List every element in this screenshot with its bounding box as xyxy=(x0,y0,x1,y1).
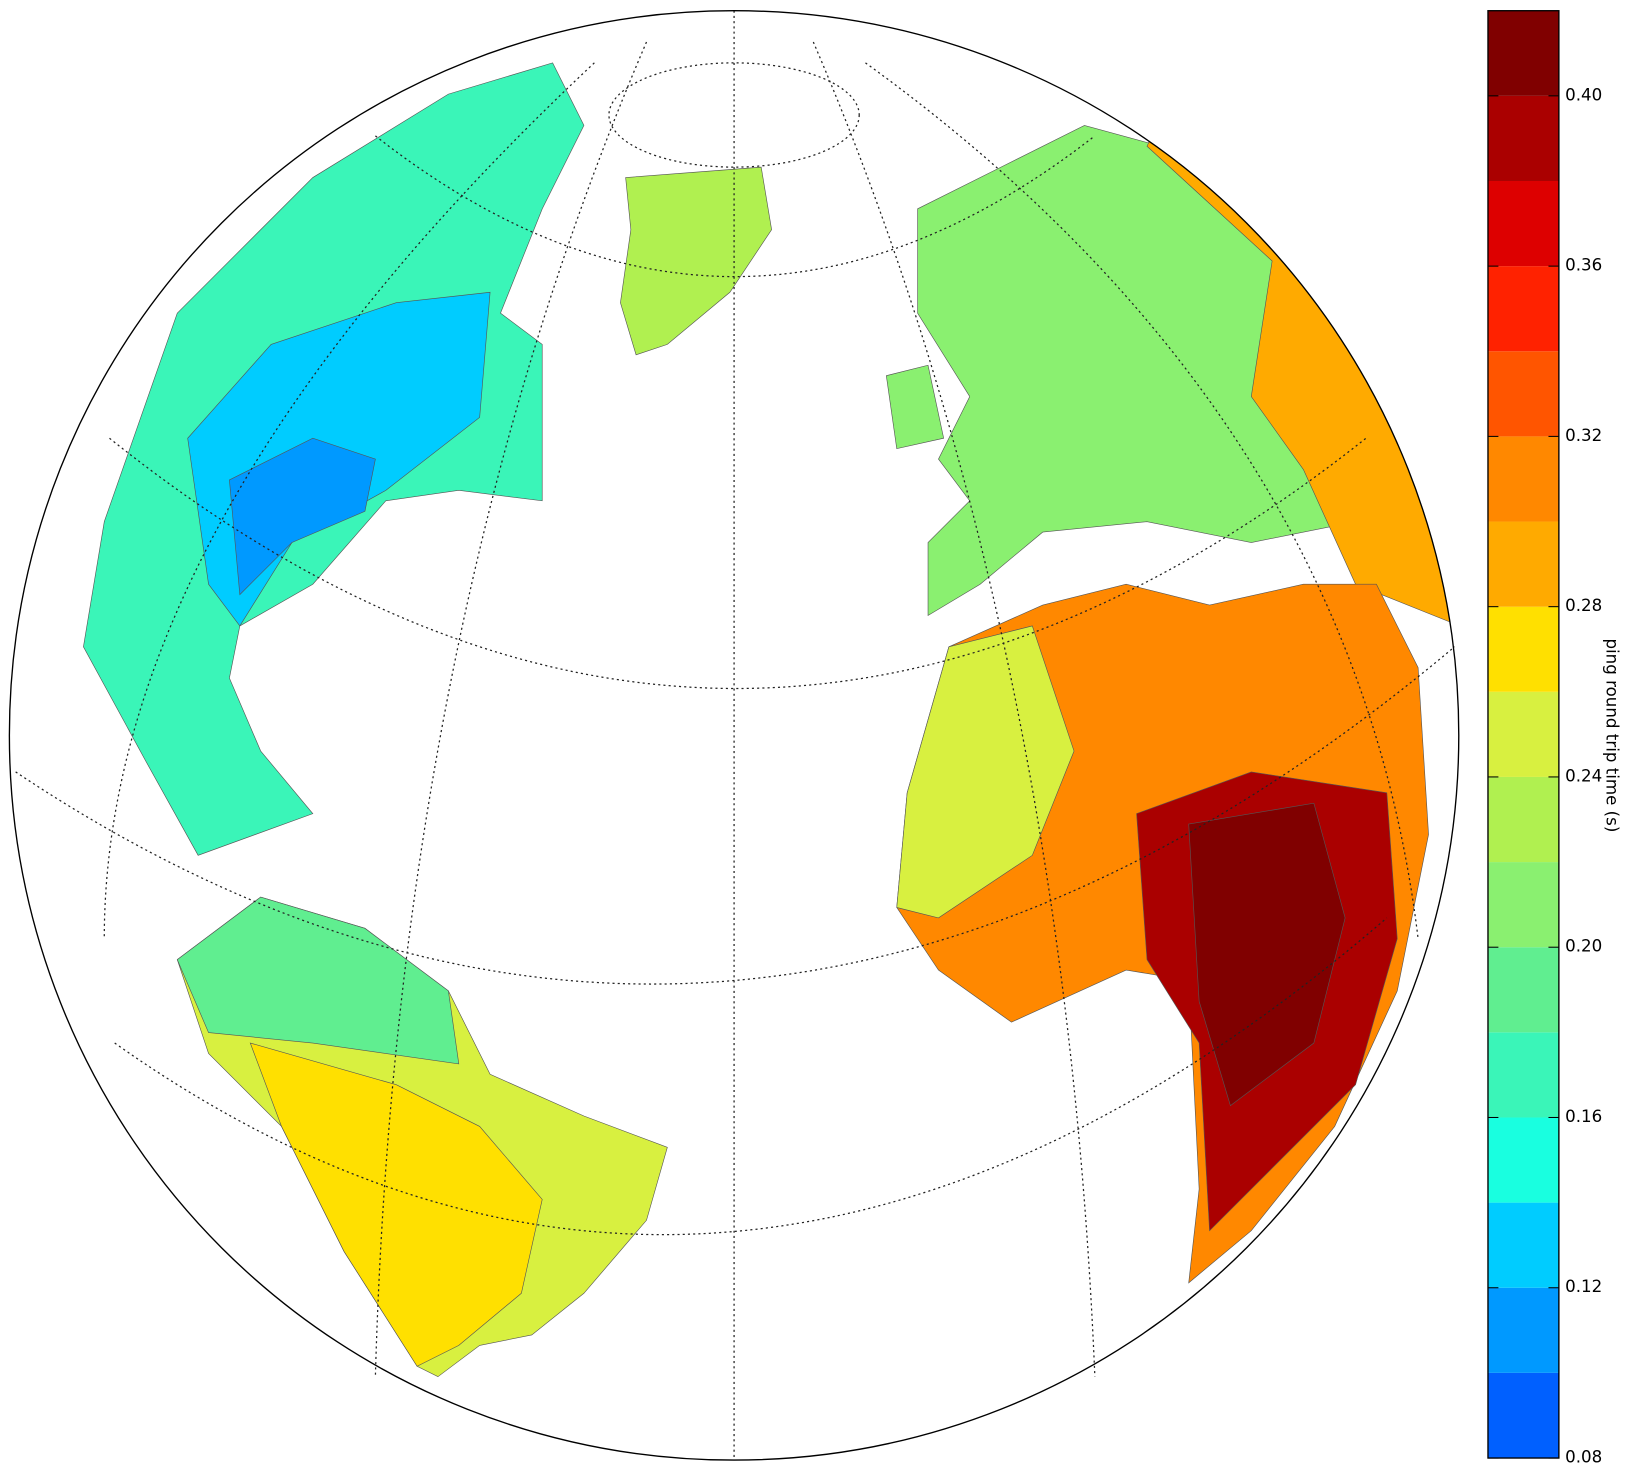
uk xyxy=(885,364,945,450)
south-america-south xyxy=(249,1042,543,1367)
colorbar-band xyxy=(1487,10,1559,96)
colorbar-tick-label: 0.36 xyxy=(1565,256,1602,275)
colorbar-tick-label: 0.08 xyxy=(1565,1448,1602,1467)
globe-map xyxy=(83,31,1459,1378)
parallel xyxy=(114,917,1388,1236)
colorbar-band xyxy=(1487,1117,1559,1203)
colorbar-band xyxy=(1487,351,1559,437)
colorbar-band xyxy=(1487,1202,1559,1288)
colorbar-band xyxy=(1487,691,1559,777)
colorbar-tick-label: 0.12 xyxy=(1565,1277,1602,1296)
africa-south xyxy=(1188,802,1346,1107)
africa-west xyxy=(896,625,1075,919)
colorbar-band xyxy=(1487,776,1559,863)
colorbar-tick-label: 0.20 xyxy=(1565,937,1602,956)
colorbar-band xyxy=(1487,1032,1559,1118)
colorbar-band xyxy=(1487,947,1559,1033)
parallel xyxy=(608,62,860,168)
graticule xyxy=(15,10,1456,1461)
colorbar-band xyxy=(1487,266,1559,352)
colorbar-tick-label: 0.32 xyxy=(1565,426,1602,445)
colorbar-band xyxy=(1487,1287,1559,1373)
colorbar-band xyxy=(1487,521,1559,607)
meridian xyxy=(103,62,595,939)
colorbar-band xyxy=(1487,180,1559,267)
south-america-north xyxy=(176,896,460,1065)
us-east xyxy=(229,437,376,596)
colorbar-band xyxy=(1487,95,1559,181)
colorbar-band xyxy=(1487,436,1559,522)
colorbar-label: ping round trip time (s) xyxy=(1603,638,1622,832)
colorbar-band xyxy=(1487,606,1559,692)
colorbar-frame xyxy=(1487,10,1560,1459)
greenland xyxy=(620,166,772,356)
colorbar-tick-label: 0.24 xyxy=(1565,766,1602,785)
meridian xyxy=(865,62,1419,939)
globe-outline xyxy=(8,10,1460,1461)
colorbar-band xyxy=(1487,1372,1559,1459)
colorbar-tick-label: 0.28 xyxy=(1565,596,1602,615)
colorbar-tick-label: 0.40 xyxy=(1565,85,1602,104)
colorbar-band xyxy=(1487,862,1559,948)
colorbar-tick-label: 0.16 xyxy=(1565,1107,1602,1126)
